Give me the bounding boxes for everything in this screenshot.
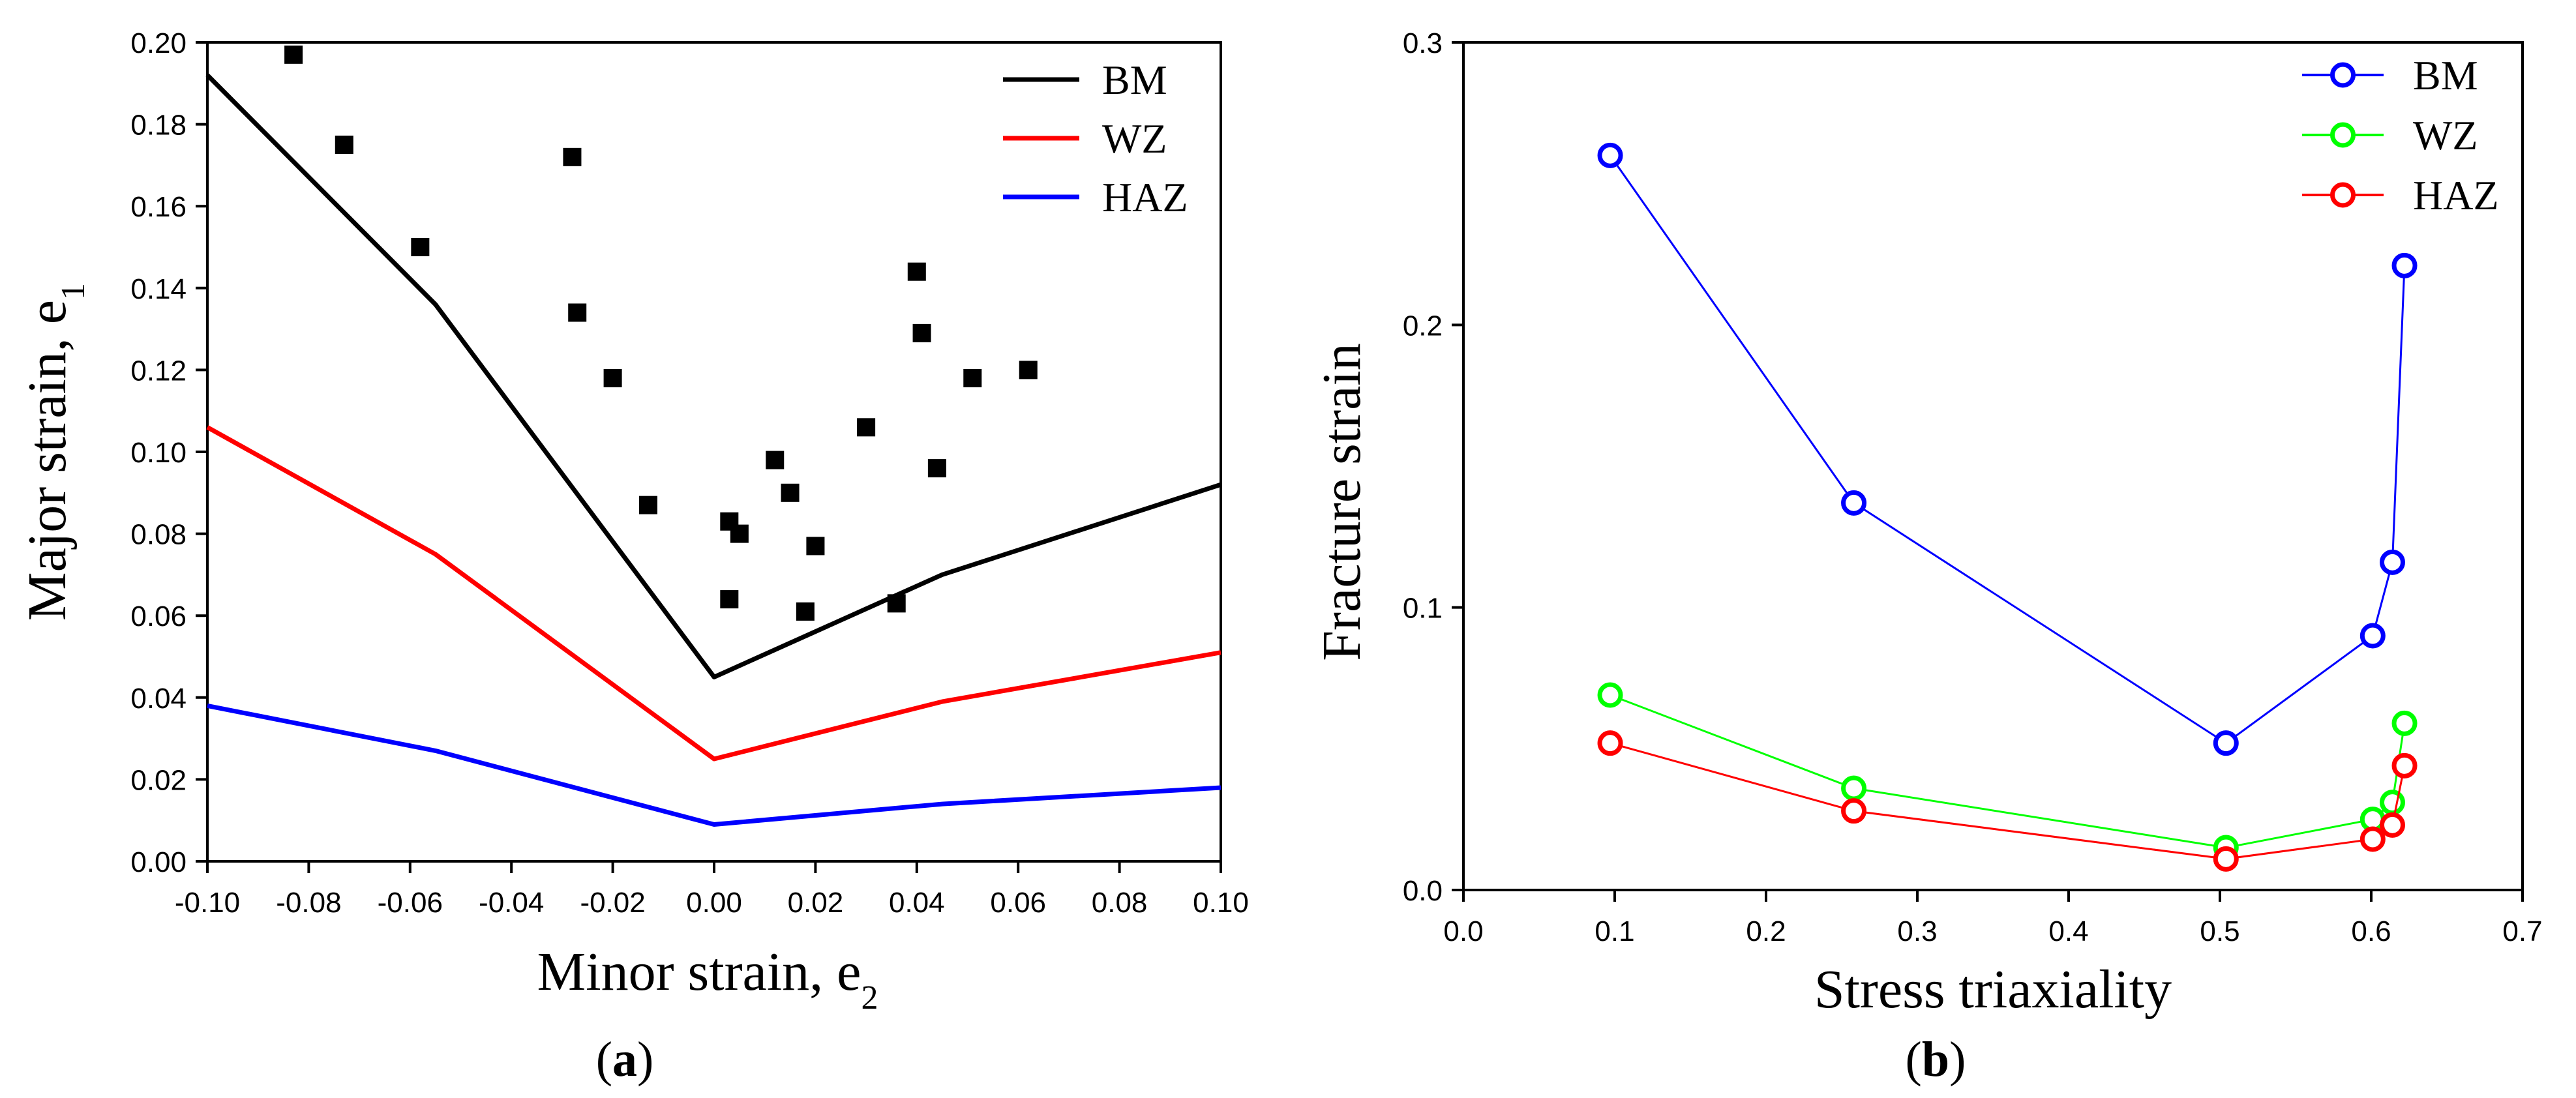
y-tick-label: 0.10 (130, 437, 187, 469)
y-tick-label: 0.18 (130, 110, 187, 141)
data-point-bm (2379, 549, 2405, 575)
y-tick-label: 0.00 (130, 846, 187, 878)
y-tick-label: 0.06 (130, 601, 187, 632)
data-point-wz (1597, 682, 1623, 708)
scatter-point (1019, 361, 1038, 379)
y-tick-label: 0.3 (1403, 27, 1443, 59)
scatter-point (720, 590, 739, 609)
scatter-point (907, 262, 926, 281)
legend-marker-bm (2330, 62, 2356, 88)
scatter-point (857, 418, 876, 437)
y-tick-label: 0.08 (130, 519, 187, 551)
x-tick-label: 0.3 (1897, 915, 1937, 947)
series-line-bm (205, 73, 1222, 679)
data-point-bm (1597, 142, 1623, 168)
data-point-bm (2213, 730, 2239, 756)
x-tick-label: 0.08 (1092, 887, 1148, 919)
x-tick-label: 0.04 (889, 887, 945, 919)
data-point-bm (2359, 623, 2386, 649)
data-point-wz (1841, 775, 1867, 801)
data-point-haz (2359, 826, 2386, 852)
series-line-wz (1610, 694, 2406, 849)
scatter-point (730, 524, 749, 543)
scatter-point (766, 451, 785, 469)
y-axis-title: Major strain, e1 (17, 283, 92, 621)
y-tick-label: 0.1 (1403, 593, 1443, 625)
scatter-point (603, 368, 622, 387)
x-axis-title: Stress triaxiality (1814, 959, 2172, 1020)
data-point-haz (2391, 752, 2418, 779)
legend: BM WZ HAZ (2302, 52, 2499, 218)
series-line-bm (1609, 155, 2406, 745)
x-tick-label: 0.7 (2502, 915, 2542, 947)
data-point-bm (2391, 252, 2418, 278)
x-tick-label: 0.4 (2048, 915, 2088, 947)
x-tick-label: 0.06 (990, 887, 1046, 919)
x-tick-label: 0.0 (1443, 915, 1483, 947)
data-point-wz (2391, 710, 2418, 736)
x-tick-label: -0.04 (479, 887, 544, 919)
scatter-point (927, 459, 946, 478)
legend-label-wz: WZ (2413, 112, 2478, 158)
y-tick-label: 0.04 (130, 683, 187, 715)
chart-panel-b: 0.0 0.1 0.2 0.3 0.4 0.5 0.6 0.7 0.0 0.1 0.2 0.3 Stre… (1311, 27, 2543, 1087)
scatter-point (284, 45, 303, 64)
x-tick-label: -0.06 (378, 887, 443, 919)
y-tick-label: 0.20 (130, 27, 187, 59)
legend: BM WZ HAZ (1003, 57, 1188, 220)
y-tick-label: 0.14 (130, 273, 187, 305)
x-tick-label: 0.1 (1595, 915, 1634, 947)
legend-label-wz: WZ (1102, 115, 1167, 162)
data-point-wz (2379, 790, 2405, 816)
data-point-haz (1841, 798, 1867, 824)
plot-frame (1462, 41, 2524, 891)
legend-label-haz: HAZ (1102, 174, 1188, 220)
panel-label: (a) (596, 1032, 654, 1087)
scatter-point (781, 483, 800, 502)
x-tick-label: -0.02 (580, 887, 645, 919)
data-point-haz (2213, 846, 2239, 872)
scatter-point (638, 496, 657, 514)
y-tick-label: 0.0 (1403, 875, 1443, 907)
plot-frame (206, 41, 1222, 863)
scatter-point (335, 136, 353, 154)
x-tick-label: -0.10 (175, 887, 240, 919)
scatter-point (963, 368, 982, 387)
scatter-point (796, 602, 815, 621)
scatter-point (806, 537, 825, 556)
y-tick-label: 0.16 (130, 191, 187, 223)
x-axis-title: Minor strain, e2 (537, 942, 878, 1016)
series-line-wz (206, 425, 1221, 762)
legend-label-bm: BM (1102, 57, 1167, 103)
x-tick-label: 0.10 (1193, 887, 1249, 919)
x-tick-label: 0.2 (1746, 915, 1786, 947)
scatter-point (563, 147, 582, 166)
scatter-point (912, 323, 931, 342)
legend-marker-wz (2330, 122, 2356, 148)
legend-label-bm: BM (2413, 52, 2478, 98)
series-line-haz (1610, 742, 2406, 860)
y-tick-label: 0.2 (1403, 310, 1443, 342)
x-tick-label: 0.5 (2200, 915, 2239, 947)
legend-label-haz: HAZ (2413, 172, 2499, 218)
scatter-point (568, 303, 587, 322)
scatter-point (411, 238, 430, 256)
scatter-point (887, 594, 906, 613)
legend-marker-haz (2330, 182, 2356, 208)
x-tick-label: -0.08 (276, 887, 341, 919)
y-tick-label: 0.02 (130, 764, 187, 796)
data-point-bm (1841, 490, 1867, 516)
panel-label: (b) (1906, 1032, 1966, 1087)
data-point-haz (1597, 730, 1623, 756)
y-axis-title: Fracture strain (1311, 343, 1372, 660)
x-tick-label: 0.6 (2351, 915, 2391, 947)
x-tick-label: 0.00 (686, 887, 742, 919)
chart-panel-a: -0.10 -0.08 -0.06 -0.04 -0.02 0.00 0.02 0.04 0.0… (17, 27, 1249, 1087)
x-tick-label: 0.02 (788, 887, 844, 919)
data-point-haz (2379, 812, 2405, 838)
y-tick-label: 0.12 (130, 355, 187, 387)
series-line-haz (207, 703, 1221, 827)
